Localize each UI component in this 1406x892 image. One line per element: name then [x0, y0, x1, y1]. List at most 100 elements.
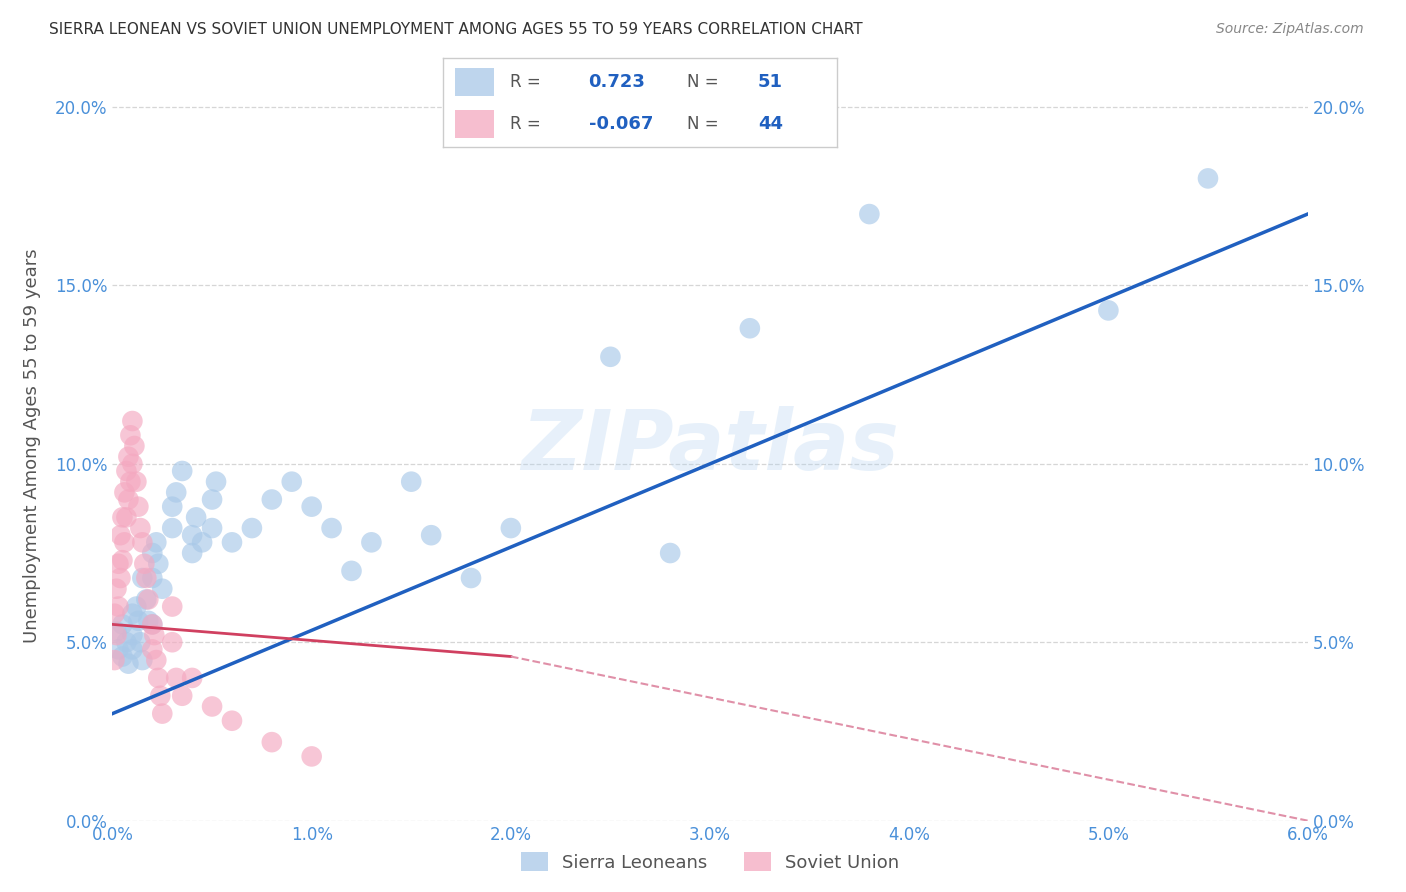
Point [107, 557, 129, 571]
Point [114, 485, 135, 500]
Point [111, 617, 134, 632]
Point [107, 642, 129, 657]
Point [141, 642, 163, 657]
Point [281, 475, 304, 489]
Point [321, 521, 343, 535]
Point [499, 521, 522, 535]
Point [141, 546, 163, 560]
Point [301, 749, 323, 764]
Point [114, 535, 135, 549]
Point [121, 642, 143, 657]
Point [125, 475, 148, 489]
Point [162, 635, 183, 649]
Point [260, 492, 283, 507]
Point [105, 624, 128, 639]
Y-axis label: Unemployment Among Ages 55 to 59 years: Unemployment Among Ages 55 to 59 years [24, 249, 41, 643]
Point [360, 535, 382, 549]
Point [131, 535, 153, 549]
Point [181, 546, 204, 560]
Point [105, 582, 128, 596]
Legend: Sierra Leoneans, Soviet Union: Sierra Leoneans, Soviet Union [513, 846, 907, 879]
Point [162, 500, 183, 514]
Point [115, 464, 138, 478]
Point [134, 557, 156, 571]
Point [138, 592, 160, 607]
Text: 0.723: 0.723 [589, 73, 645, 91]
Point [135, 571, 157, 585]
Point [301, 500, 323, 514]
Point [110, 528, 132, 542]
Point [115, 510, 138, 524]
Text: R =: R = [510, 73, 540, 91]
Point [111, 510, 134, 524]
Point [127, 500, 149, 514]
Point [221, 714, 243, 728]
Point [111, 649, 134, 664]
Point [659, 546, 682, 560]
Point [117, 450, 139, 464]
Point [121, 457, 143, 471]
Text: 44: 44 [758, 115, 783, 133]
Point [141, 617, 163, 632]
Point [181, 671, 204, 685]
Point [738, 321, 761, 335]
Point [1097, 303, 1119, 318]
Point [141, 617, 163, 632]
Point [143, 628, 166, 642]
Text: N =: N = [688, 73, 718, 91]
Text: ZIPatlas: ZIPatlas [522, 406, 898, 486]
Point [460, 571, 482, 585]
Point [120, 475, 142, 489]
Point [145, 653, 167, 667]
Point [181, 528, 204, 542]
Point [121, 607, 143, 621]
Point [420, 528, 443, 542]
Point [201, 521, 224, 535]
Point [105, 628, 128, 642]
Point [124, 439, 146, 453]
Point [150, 582, 173, 596]
Point [858, 207, 880, 221]
Point [599, 350, 621, 364]
Point [103, 607, 125, 621]
Point [120, 428, 142, 442]
FancyBboxPatch shape [454, 68, 494, 96]
Point [131, 653, 153, 667]
Point [138, 614, 160, 628]
Point [135, 592, 157, 607]
Point [103, 653, 125, 667]
Point [117, 657, 139, 671]
Point [129, 635, 152, 649]
Point [191, 535, 214, 549]
Point [121, 628, 143, 642]
Text: R =: R = [510, 115, 540, 133]
Point [148, 671, 170, 685]
Point [240, 521, 263, 535]
Point [186, 510, 208, 524]
Point [110, 571, 132, 585]
Point [165, 485, 187, 500]
Text: -0.067: -0.067 [589, 115, 652, 133]
FancyBboxPatch shape [454, 110, 494, 138]
Point [145, 535, 167, 549]
Point [172, 464, 194, 478]
Point [162, 599, 183, 614]
Point [117, 492, 139, 507]
Text: Source: ZipAtlas.com: Source: ZipAtlas.com [1216, 22, 1364, 37]
Point [150, 706, 173, 721]
Point [172, 689, 194, 703]
Point [148, 557, 170, 571]
Point [260, 735, 283, 749]
Point [125, 599, 148, 614]
Text: SIERRA LEONEAN VS SOVIET UNION UNEMPLOYMENT AMONG AGES 55 TO 59 YEARS CORRELATIO: SIERRA LEONEAN VS SOVIET UNION UNEMPLOYM… [49, 22, 863, 37]
Point [149, 689, 172, 703]
Point [340, 564, 363, 578]
Point [121, 414, 143, 428]
Text: N =: N = [688, 115, 718, 133]
Point [165, 671, 187, 685]
Point [141, 571, 163, 585]
Text: 51: 51 [758, 73, 783, 91]
Point [162, 521, 183, 535]
Point [221, 535, 243, 549]
Point [111, 553, 134, 567]
